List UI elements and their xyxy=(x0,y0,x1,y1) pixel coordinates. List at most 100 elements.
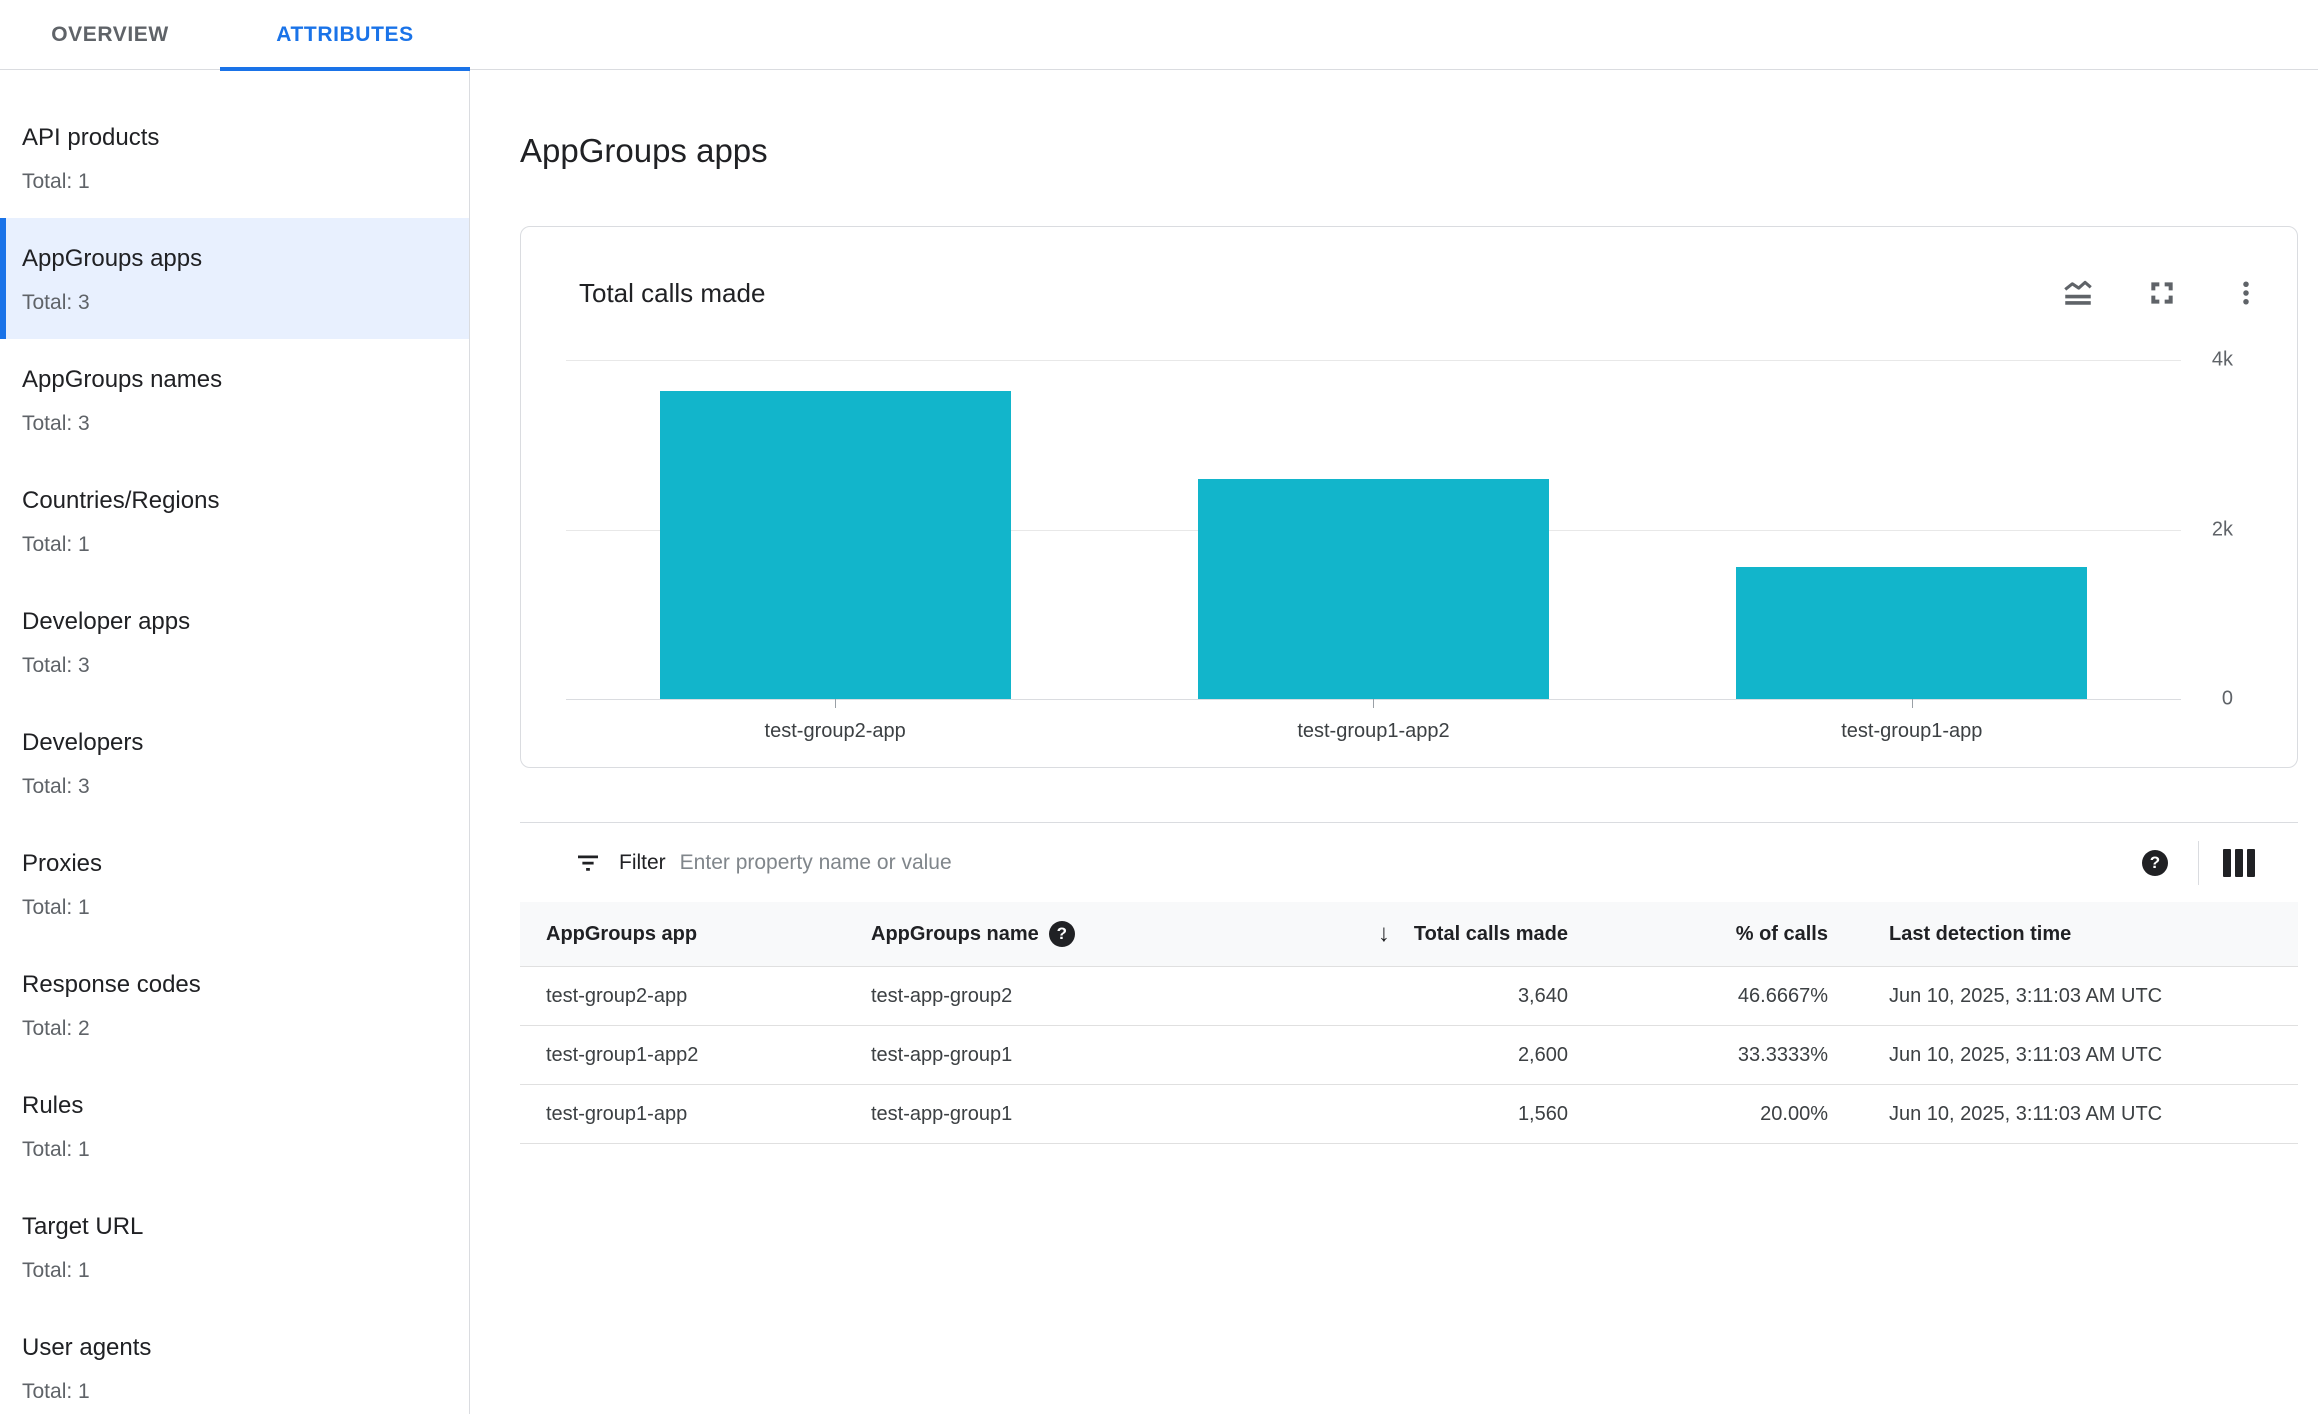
cell-appgroups-name: test-app-group2 xyxy=(871,984,1013,1007)
sidebar-item-total: Total: 1 xyxy=(22,170,90,193)
column-header-total-calls-made[interactable]: ↓ Total calls made xyxy=(1220,920,1594,948)
sidebar-item-developers[interactable]: Developers Total: 3 xyxy=(0,702,469,823)
cell-last-detection-time: Jun 10, 2025, 3:11:03 AM UTC xyxy=(1889,1102,2163,1125)
y-axis-tick: 2k xyxy=(2211,518,2233,540)
cell-last-detection-time: Jun 10, 2025, 3:11:03 AM UTC xyxy=(1889,1043,2163,1066)
column-header-label: AppGroups name xyxy=(871,922,1039,945)
gridline-4k xyxy=(566,360,2181,361)
sidebar-item-total: Total: 1 xyxy=(22,1138,90,1161)
cell-appgroups-app: test-group1-app2 xyxy=(546,1043,699,1066)
sidebar-item-label: Developers xyxy=(22,729,144,756)
sidebar-item-label: AppGroups apps xyxy=(22,245,203,272)
sidebar-item-user-agents[interactable]: User agents Total: 1 xyxy=(0,1307,469,1414)
bar-chart-plot: 4k 2k 0 test-group2-app test-group1-app2 xyxy=(566,349,2233,742)
y-axis-tick: 4k xyxy=(2211,348,2233,371)
divider xyxy=(2198,840,2199,885)
column-header-pct-of-calls[interactable]: % of calls xyxy=(1594,923,1854,946)
more-options-icon[interactable] xyxy=(2228,275,2264,311)
column-header-last-detection-time[interactable]: Last detection time xyxy=(1854,923,2272,946)
x-axis-tick xyxy=(1911,699,1913,708)
bar-slot: test-group2-app xyxy=(566,360,1104,742)
sidebar-item-total: Total: 3 xyxy=(22,775,90,798)
tab-bar: OVERVIEW ATTRIBUTES xyxy=(0,0,2318,71)
sidebar-item-total: Total: 3 xyxy=(22,291,90,314)
sidebar-item-label: Rules xyxy=(22,1092,84,1119)
sidebar-item-proxies[interactable]: Proxies Total: 1 xyxy=(0,823,469,944)
fullscreen-icon[interactable] xyxy=(2144,275,2180,311)
x-axis-label: test-group1-app2 xyxy=(1297,720,1450,742)
sidebar-item-label: Target URL xyxy=(22,1213,144,1240)
cell-appgroups-app: test-group2-app xyxy=(546,984,688,1007)
filter-input[interactable] xyxy=(679,850,2142,875)
appgroups-name-help-icon[interactable]: ? xyxy=(1048,921,1075,947)
sidebar-item-label: Developer apps xyxy=(22,608,191,635)
sidebar-item-label: User agents xyxy=(22,1334,152,1361)
sort-descending-icon: ↓ xyxy=(1377,920,1390,947)
x-axis-label: test-group1-app xyxy=(1841,720,1983,742)
sidebar-item-total: Total: 3 xyxy=(22,654,90,677)
column-settings-icon[interactable] xyxy=(2223,848,2255,877)
chart-type-icon[interactable] xyxy=(2060,275,2096,311)
column-header-label: AppGroups app xyxy=(546,922,698,945)
filter-bar: Filter ? xyxy=(520,823,2298,902)
cell-last-detection-time: Jun 10, 2025, 3:11:03 AM UTC xyxy=(1889,984,2163,1007)
column-header-label: % of calls xyxy=(1735,922,1828,945)
table-row[interactable]: test-group1-app test-app-group1 1,560 20… xyxy=(520,1085,2298,1144)
sidebar-item-total: Total: 1 xyxy=(22,1380,90,1403)
attributes-table-section: Filter ? AppGroups app AppGroups name ? … xyxy=(520,822,2298,1144)
sidebar-item-appgroups-apps[interactable]: AppGroups apps Total: 3 xyxy=(0,218,469,339)
bar-test-group1-app[interactable] xyxy=(1736,566,2088,699)
filter-help-icon[interactable]: ? xyxy=(2142,849,2168,876)
sidebar-item-total: Total: 2 xyxy=(22,1017,90,1040)
column-header-label: Last detection time xyxy=(1889,922,2072,945)
table-row[interactable]: test-group1-app2 test-app-group1 2,600 3… xyxy=(520,1026,2298,1085)
total-calls-chart-card: Total calls made 4k xyxy=(520,226,2298,768)
bar-test-group1-app2[interactable] xyxy=(1197,478,1549,699)
sidebar-item-developer-apps[interactable]: Developer apps Total: 3 xyxy=(0,581,469,702)
filter-icon xyxy=(578,855,598,871)
cell-pct-of-calls: 46.6667% xyxy=(1737,984,1828,1007)
sidebar-item-total: Total: 1 xyxy=(22,1259,90,1282)
table-header-row: AppGroups app AppGroups name ? ↓ Total c… xyxy=(520,902,2298,967)
tab-attributes[interactable]: ATTRIBUTES xyxy=(220,0,470,71)
cell-appgroups-app: test-group1-app xyxy=(546,1102,688,1125)
sidebar-item-total: Total: 1 xyxy=(22,533,90,556)
sidebar-item-total: Total: 3 xyxy=(22,412,90,435)
chart-title: Total calls made xyxy=(579,277,766,308)
sidebar-item-appgroups-names[interactable]: AppGroups names Total: 3 xyxy=(0,339,469,460)
sidebar-item-label: Proxies xyxy=(22,850,103,877)
cell-total-calls: 1,560 xyxy=(1517,1102,1568,1125)
page-title: AppGroups apps xyxy=(520,132,768,169)
filter-label: Filter xyxy=(619,850,666,874)
cell-total-calls: 3,640 xyxy=(1517,984,1568,1007)
x-axis-tick xyxy=(835,699,837,708)
main-content: AppGroups apps Total calls made xyxy=(470,70,2318,1414)
sidebar-item-label: API products xyxy=(22,124,160,151)
sidebar-item-label: Response codes xyxy=(22,971,201,998)
y-axis-tick: 0 xyxy=(2221,687,2233,710)
bar-test-group2-app[interactable] xyxy=(659,390,1011,699)
attributes-sidebar: API products Total: 1 AppGroups apps Tot… xyxy=(0,70,470,1414)
cell-pct-of-calls: 20.00% xyxy=(1760,1102,1828,1125)
bar-slot: test-group1-app2 xyxy=(1104,360,1642,742)
column-header-appgroups-app[interactable]: AppGroups app xyxy=(546,923,871,946)
sidebar-item-total: Total: 1 xyxy=(22,896,90,919)
column-header-appgroups-name[interactable]: AppGroups name ? xyxy=(871,921,1220,947)
sidebar-item-response-codes[interactable]: Response codes Total: 2 xyxy=(0,944,469,1065)
cell-appgroups-name: test-app-group1 xyxy=(871,1102,1013,1125)
tab-overview[interactable]: OVERVIEW xyxy=(51,23,169,46)
column-header-label: Total calls made xyxy=(1413,922,1568,945)
sidebar-item-api-products[interactable]: API products Total: 1 xyxy=(0,97,469,218)
sidebar-item-label: AppGroups names xyxy=(22,366,223,393)
sidebar-item-countries-regions[interactable]: Countries/Regions Total: 1 xyxy=(0,460,469,581)
sidebar-item-target-url[interactable]: Target URL Total: 1 xyxy=(0,1186,469,1307)
cell-total-calls: 2,600 xyxy=(1517,1043,1568,1066)
x-axis-label: test-group2-app xyxy=(764,720,906,742)
bar-slot: test-group1-app xyxy=(1643,360,2181,742)
sidebar-item-label: Countries/Regions xyxy=(22,487,220,514)
cell-appgroups-name: test-app-group1 xyxy=(871,1043,1013,1066)
sidebar-item-rules[interactable]: Rules Total: 1 xyxy=(0,1065,469,1186)
cell-pct-of-calls: 33.3333% xyxy=(1737,1043,1828,1066)
table-row[interactable]: test-group2-app test-app-group2 3,640 46… xyxy=(520,967,2298,1026)
x-axis-tick xyxy=(1373,699,1375,708)
